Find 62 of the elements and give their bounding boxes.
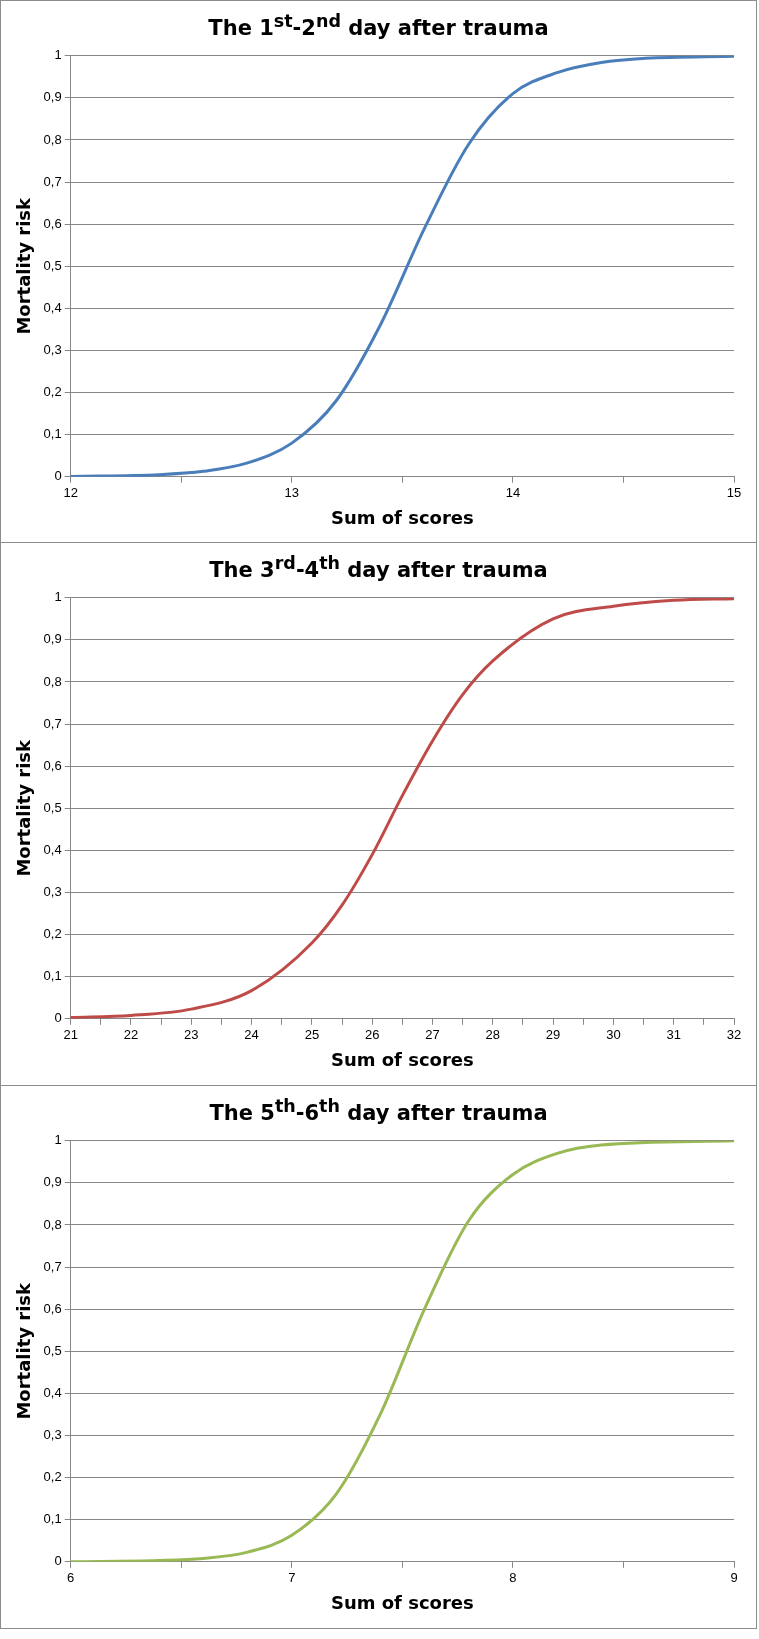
y-axis-title: Mortality risk	[13, 196, 35, 335]
x-tick-label: 31	[666, 1027, 681, 1043]
y-tick-label: 0	[54, 1010, 62, 1026]
x-tick-label: 9	[730, 1570, 738, 1586]
y-tick-label: 0,8	[43, 673, 62, 689]
y-tick-label: 0,6	[43, 1300, 62, 1316]
y-tick-label: 0,2	[43, 926, 62, 942]
x-tick-label: 30	[606, 1027, 621, 1043]
y-tick-label: 0,1	[43, 1511, 62, 1527]
y-tick-label: 0,1	[43, 426, 62, 442]
y-tick-label: 0	[54, 1553, 62, 1569]
y-tick-label: 0,6	[43, 215, 62, 231]
x-tick-label: 27	[425, 1027, 440, 1043]
x-tick-label: 15	[726, 485, 742, 501]
x-tick-label: 22	[123, 1027, 139, 1043]
y-tick-label: 0,4	[43, 299, 62, 315]
chart-title: The 1$^{st}$-2$^{nd}$ day after trauma	[207, 11, 550, 40]
y-tick-label: 0,4	[43, 841, 62, 857]
y-tick-label: 0,5	[43, 1342, 62, 1358]
x-axis-title: Sum of scores	[330, 1048, 474, 1070]
y-axis-title: Mortality risk	[13, 738, 35, 877]
y-tick-label: 0,9	[43, 1174, 62, 1190]
x-tick-label: 26	[364, 1027, 380, 1043]
y-tick-label: 0,3	[43, 342, 62, 358]
x-axis-title: Sum of scores	[330, 1591, 474, 1613]
y-tick-label: 0,2	[43, 1469, 62, 1485]
y-tick-label: 0,7	[43, 715, 62, 731]
y-tick-label: 0,3	[43, 1427, 62, 1443]
y-tick-label: 0,9	[43, 89, 62, 105]
y-tick-label: 0,1	[43, 968, 62, 984]
y-tick-label: 0,3	[43, 884, 62, 900]
x-tick-label: 21	[63, 1027, 78, 1043]
x-tick-label: 6	[67, 1570, 75, 1586]
x-tick-label: 25	[304, 1027, 320, 1043]
y-tick-label: 0,5	[43, 799, 62, 815]
y-tick-label: 0,2	[43, 384, 62, 400]
y-tick-label: 0,7	[43, 173, 62, 189]
y-tick-label: 1	[54, 47, 62, 63]
x-tick-label: 14	[505, 485, 521, 501]
y-tick-label: 0,5	[43, 257, 62, 273]
x-tick-label: 32	[726, 1027, 742, 1043]
y-tick-label: 0,9	[43, 631, 62, 647]
x-tick-label: 28	[485, 1027, 501, 1043]
x-tick-label: 8	[509, 1570, 517, 1586]
x-tick-label: 23	[184, 1027, 199, 1043]
chart-title: The 3$^{rd}$-4$^{th}$ day after trauma	[208, 553, 549, 582]
chart-title: The 5$^{th}$-6$^{th}$ day after trauma	[208, 1096, 549, 1125]
x-tick-label: 24	[244, 1027, 259, 1043]
y-tick-label: 0,8	[43, 131, 62, 147]
y-tick-label: 1	[54, 1132, 62, 1148]
y-tick-label: 0,8	[43, 1216, 62, 1232]
y-tick-label: 0,7	[43, 1258, 62, 1274]
x-tick-label: 7	[288, 1570, 296, 1586]
y-tick-label: 0,4	[43, 1384, 62, 1400]
x-tick-label: 12	[63, 485, 78, 501]
x-tick-label: 29	[545, 1027, 561, 1043]
y-tick-label: 0,6	[43, 757, 62, 773]
y-axis-title: Mortality risk	[13, 1281, 35, 1420]
x-axis-title: Sum of scores	[330, 506, 474, 528]
y-tick-label: 0	[54, 468, 62, 484]
x-tick-label: 13	[284, 485, 300, 501]
y-tick-label: 1	[54, 589, 62, 605]
